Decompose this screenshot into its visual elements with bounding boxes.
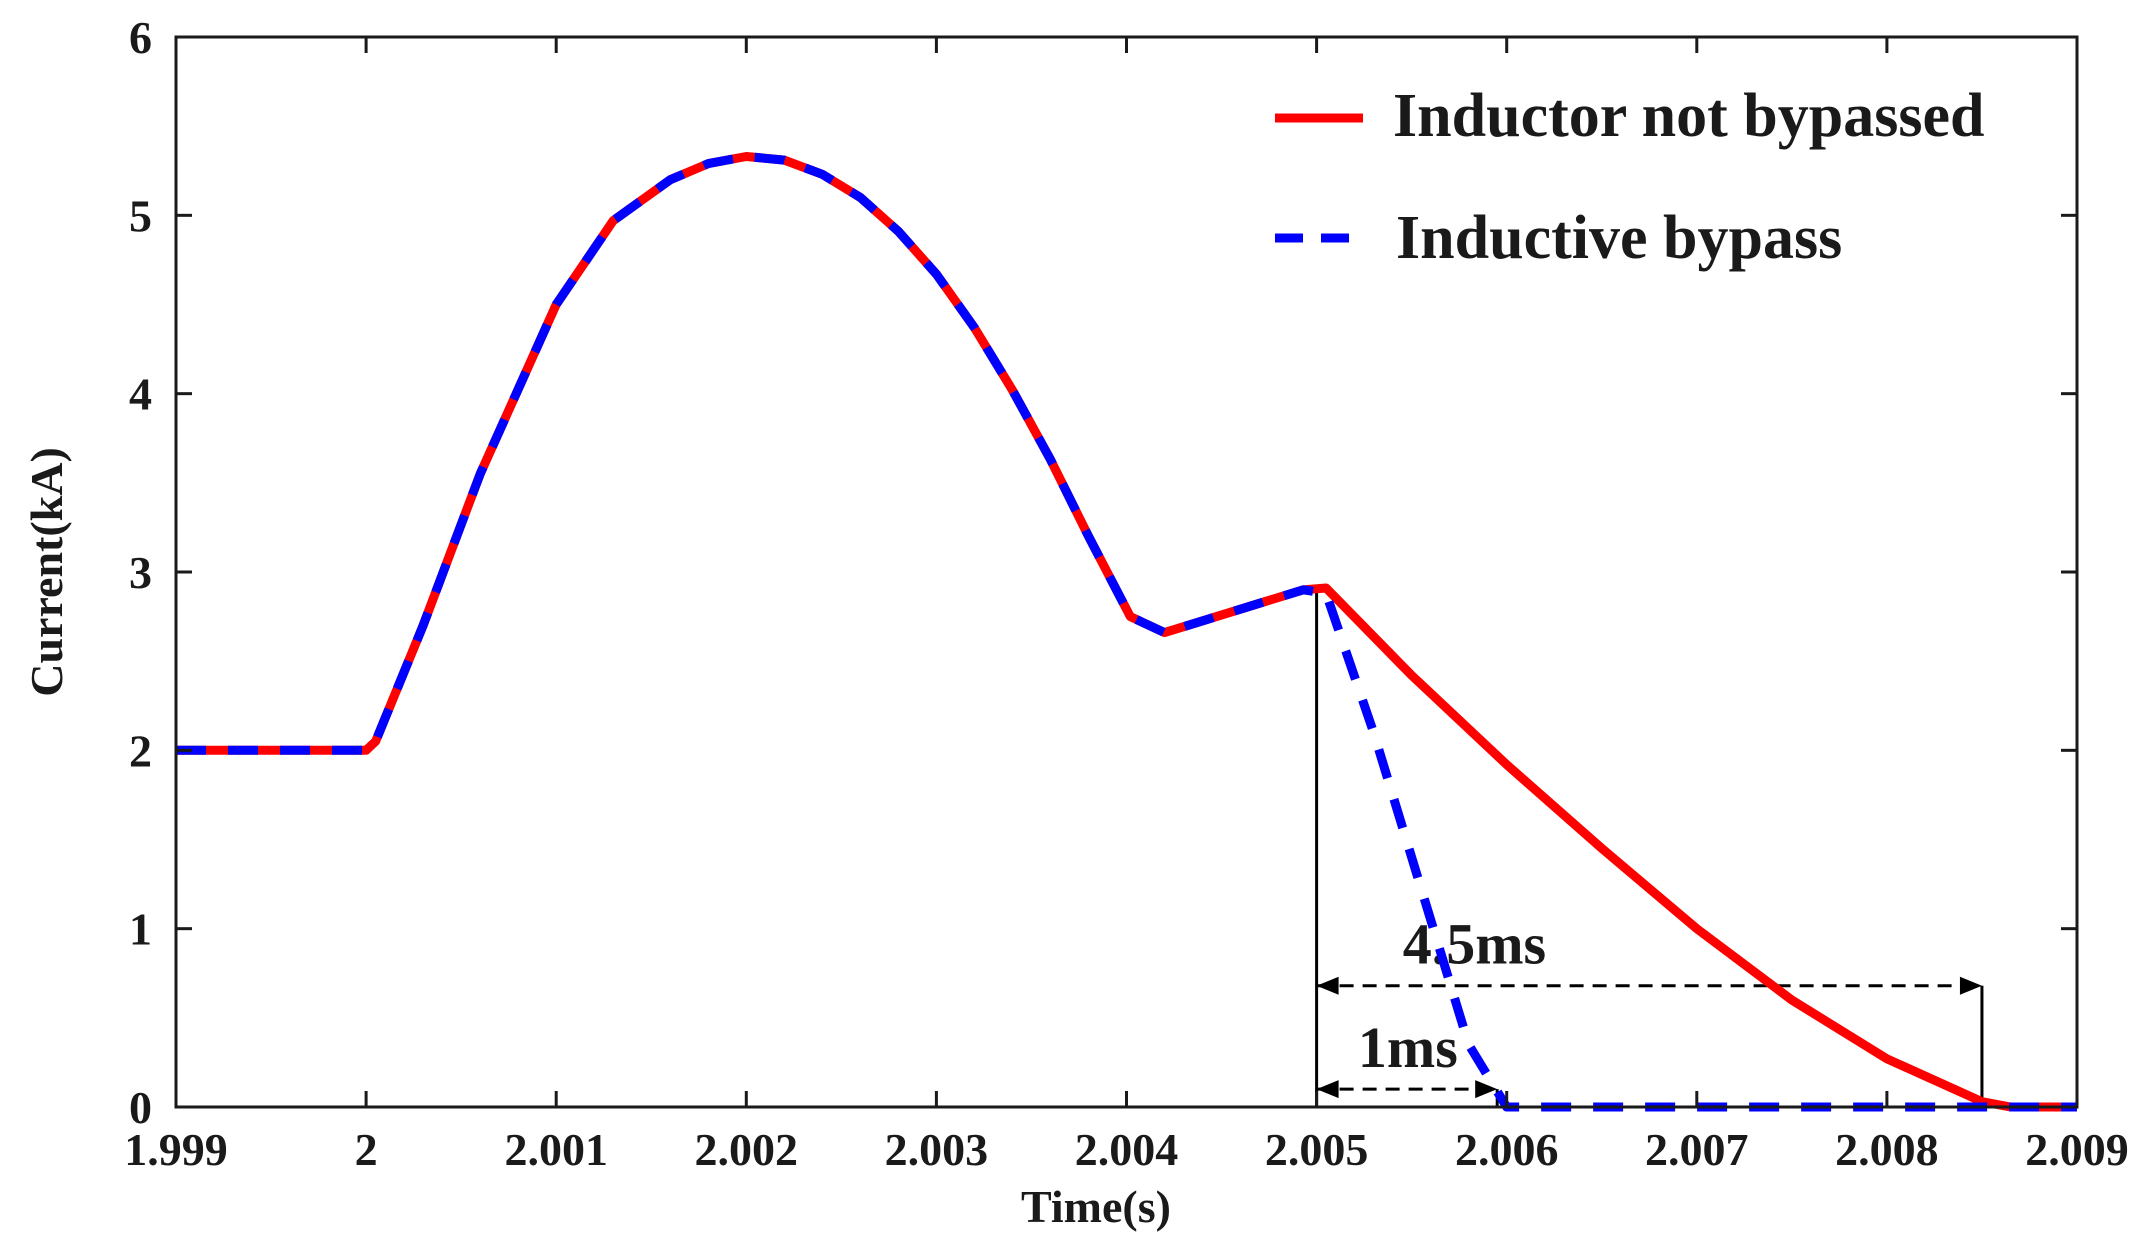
x-tick-label: 2.007 (1645, 1124, 1749, 1175)
x-tick-label: 2.009 (2025, 1124, 2129, 1175)
x-tick-label: 2.001 (504, 1124, 608, 1175)
y-tick-label: 4 (129, 369, 152, 420)
arrow-head (1316, 976, 1339, 995)
duration-label: 4.5ms (1403, 912, 1546, 977)
y-axis-title: Current(kA) (21, 447, 72, 697)
x-tick-label: 2.006 (1455, 1124, 1559, 1175)
plot-area (176, 37, 2077, 1107)
annotation-layer: 4.5ms 1ms (1315, 588, 1984, 1107)
x-tick-label: 2 (355, 1124, 378, 1175)
x-tick-label: 2.004 (1075, 1124, 1179, 1175)
tick-layer: 1.999 2 2.001 2.002 2.003 2.004 2.005 2.006 2.00… (124, 12, 2129, 1175)
x-tick-label: 2.008 (1835, 1124, 1939, 1175)
arrow-head (1475, 1080, 1498, 1099)
y-tick-label: 6 (129, 12, 152, 63)
legend: Inductor not bypassed Inductive bypass (1275, 82, 1984, 272)
arrow-head (1316, 1080, 1339, 1099)
x-tick-label: 2.003 (885, 1124, 989, 1175)
y-tick-label: 1 (129, 904, 152, 955)
x-axis-title: Time(s) (1021, 1181, 1171, 1232)
duration-label: 1ms (1358, 1015, 1458, 1080)
y-tick-label: 3 (129, 547, 152, 598)
arrow-head (1959, 976, 1982, 995)
legend-label-inductor-not-bypassed: Inductor not bypassed (1393, 82, 1984, 150)
legend-label-inductive-bypass: Inductive bypass (1396, 204, 1842, 272)
x-tick-label: 2.005 (1265, 1124, 1369, 1175)
x-tick-label: 2.002 (695, 1124, 799, 1175)
y-tick-label: 0 (129, 1082, 152, 1133)
y-tick-label: 5 (129, 190, 152, 241)
x-tick-label: 1.999 (124, 1124, 228, 1175)
y-tick-label: 2 (129, 725, 152, 776)
